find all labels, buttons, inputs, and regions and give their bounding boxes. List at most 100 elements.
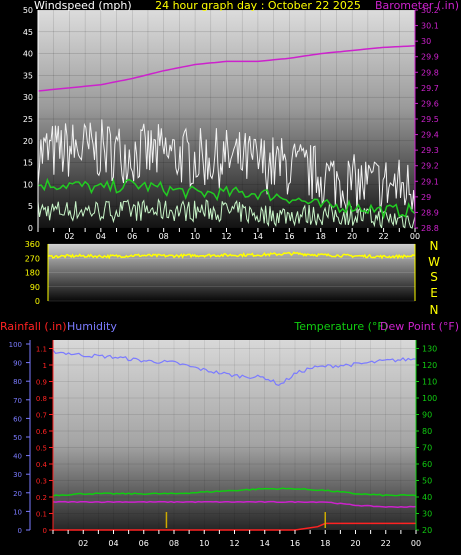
- temperature-y-ticks: 20 30 40 50 60 70 80 90 100 110 120 130: [416, 345, 437, 535]
- barometer-y-tick-label: 30: [421, 37, 431, 46]
- wind-low-line: [37, 198, 416, 229]
- barometer-y-tick-label: 30.1: [421, 22, 439, 31]
- temperature-line: [52, 487, 417, 497]
- climate-x-tick-label: 06: [139, 539, 149, 548]
- dewpoint-line: [52, 500, 417, 509]
- wind-x-tick-label: 20: [347, 232, 357, 241]
- direction-label-n-top: N: [430, 239, 439, 253]
- wind-x-tick-label: 04: [96, 232, 106, 241]
- rain-y-tick-label: 1.1: [36, 346, 47, 354]
- rain-y-tick-label: 0: [43, 527, 47, 535]
- rain-y-ticks: 0 0.1 0.2 0.3 0.4 0.5 0.6 0.7 0.8 0.9 1 1.1: [36, 346, 53, 535]
- climate-x-ticks: 02 04 06 08 10 12 14 16 18 20 22 00: [52, 530, 421, 548]
- barometer-y-tick-label: 29: [421, 193, 431, 202]
- direction-y-ticks: 0 90 180 270 360: [25, 240, 40, 306]
- wind-y-tick-label: 20: [23, 137, 33, 146]
- rain-y-tick-label: 0.9: [36, 379, 47, 387]
- temperature-y-tick-label: 40: [422, 493, 432, 502]
- rain-y-tick-label: 0.7: [36, 412, 47, 420]
- wind-y-tick-label: 5: [28, 202, 33, 211]
- rain-y-tick-label: 0.5: [36, 445, 47, 453]
- wind-x-tick-label: 10: [190, 232, 200, 241]
- barometer-y-ticks: 28.8 28.9 29 29.1 29.2 29.3 29.4 29.5 29.6 29.7 29…: [415, 6, 439, 233]
- humidity-y-tick-label: 90: [13, 360, 22, 368]
- wind-series: [37, 45, 416, 229]
- temperature-y-tick-label: 100: [422, 394, 437, 403]
- barometer-y-tick-label: 28.8: [421, 224, 439, 233]
- humidity-y-ticks: 0 10 20 30 40 50 60 70 80 90 100: [9, 341, 30, 535]
- gust-line: [37, 119, 416, 214]
- wind-y-tick-label: 35: [23, 71, 33, 80]
- direction-label-n-bottom: N: [430, 303, 439, 317]
- climate-grid: [52, 340, 417, 531]
- barometer-y-tick-label: 29.7: [421, 84, 439, 93]
- humidity-axis-title: Humidity: [67, 320, 117, 333]
- humidity-y-tick-label: 50: [13, 434, 22, 442]
- climate-x-tick-label: 20: [350, 539, 360, 548]
- wind-x-tick-label: 02: [64, 232, 74, 241]
- barometer-y-tick-label: 29.8: [421, 68, 439, 77]
- barometer-y-tick-label: 29.2: [421, 162, 439, 171]
- barometer-y-tick-label: 29.4: [421, 131, 439, 140]
- climate-x-tick-label: 12: [229, 539, 239, 548]
- temperature-y-tick-label: 60: [422, 460, 432, 469]
- direction-y-tick-label: 0: [35, 297, 40, 306]
- climate-x-tick-label: 10: [199, 539, 209, 548]
- wind-y-tick-label: 25: [23, 115, 33, 124]
- temperature-y-tick-label: 130: [422, 345, 437, 354]
- wind-x-tick-label: 22: [378, 232, 388, 241]
- climate-x-tick-label: 18: [320, 539, 330, 548]
- humidity-y-tick-label: 10: [13, 508, 22, 516]
- wind-y-tick-label: 10: [23, 180, 33, 189]
- temperature-y-tick-label: 120: [422, 361, 437, 370]
- wind-x-tick-label: 12: [221, 232, 231, 241]
- wind-y-ticks: 0 5 10 15 20 25 30 35 40 45 50: [23, 6, 33, 233]
- humidity-y-tick-label: 40: [13, 453, 22, 461]
- barometer-y-tick-label: 29.3: [421, 146, 439, 155]
- wind-x-tick-label: 08: [159, 232, 169, 241]
- direction-label-w: W: [428, 255, 440, 269]
- barometer-y-tick-label: 29.9: [421, 53, 439, 62]
- humidity-y-tick-label: 70: [13, 397, 22, 405]
- rain-y-tick-label: 0.2: [36, 494, 47, 502]
- wind-x-tick-label: 16: [284, 232, 294, 241]
- temperature-y-tick-label: 20: [422, 526, 432, 535]
- climate-x-tick-label: 22: [381, 539, 391, 548]
- direction-plot-area: [48, 244, 415, 301]
- wind-plot-area: [38, 10, 415, 228]
- climate-x-tick-label: 04: [108, 539, 118, 548]
- wind-y-tick-label: 30: [23, 93, 33, 102]
- climate-x-tick-label: 08: [169, 539, 179, 548]
- rain-y-tick-label: 1: [43, 362, 47, 370]
- climate-series: [52, 349, 417, 531]
- climate-x-tick-label: 16: [290, 539, 300, 548]
- humidity-line: [52, 349, 417, 386]
- temperature-y-tick-label: 110: [422, 378, 437, 387]
- humidity-y-tick-label: 30: [13, 471, 22, 479]
- temperature-axis-title: Temperature (°F): [293, 320, 388, 333]
- humidity-y-tick-label: 60: [13, 415, 22, 423]
- wind-y-tick-label: 15: [23, 159, 33, 168]
- temperature-y-tick-label: 50: [422, 477, 432, 486]
- climate-x-tick-label: 02: [78, 539, 88, 548]
- barometer-axis-title: Barometer (.in): [375, 0, 459, 12]
- rain-y-tick-label: 0.4: [36, 461, 48, 469]
- rain-y-tick-label: 0.3: [36, 478, 47, 486]
- temperature-y-tick-label: 80: [422, 427, 432, 436]
- wind-x-tick-label: 06: [127, 232, 137, 241]
- barometer-y-tick-label: 30.2: [421, 6, 439, 15]
- wind-y-tick-label: 45: [23, 28, 33, 37]
- direction-y-tick-label: 270: [25, 254, 40, 263]
- wind-x-tick-label: 18: [316, 232, 326, 241]
- wind-y-tick-label: 0: [28, 224, 33, 233]
- barometer-y-tick-label: 29.1: [421, 177, 439, 186]
- graph-title: 24 hour graph day : October 22 2025: [155, 0, 361, 12]
- climate-plot-area: [53, 340, 416, 530]
- barometer-line: [37, 45, 416, 92]
- humidity-y-tick-label: 0: [18, 527, 22, 535]
- climate-x-tick-label: 00: [411, 539, 421, 548]
- barometer-y-tick-label: 29.5: [421, 115, 439, 124]
- wind-average-line: [37, 177, 416, 220]
- direction-y-tick-label: 360: [25, 240, 40, 249]
- temperature-y-tick-label: 90: [422, 411, 432, 420]
